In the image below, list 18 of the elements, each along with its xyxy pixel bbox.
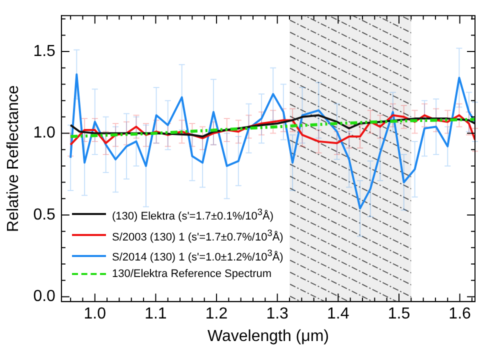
y-tick-label: 1.5 bbox=[33, 42, 56, 60]
line-series bbox=[69, 118, 475, 138]
x-tick-label: 1.4 bbox=[327, 306, 350, 323]
x-tick-label: 1.6 bbox=[448, 306, 472, 323]
x-tick-label: 1.1 bbox=[144, 306, 167, 323]
y-tick-label: 0.0 bbox=[33, 288, 56, 306]
y-axis-title: Relative Reflectance bbox=[5, 85, 22, 232]
legend-label: 130/Elektra Reference Spectrum bbox=[112, 267, 272, 282]
x-tick-label: 1.0 bbox=[84, 306, 106, 323]
x-axis-title: Wavelength (μm) bbox=[207, 328, 329, 345]
legend-label: S/2003 (130) 1 (s'=1.7±0.7%/10$^{3}$Å) bbox=[112, 226, 284, 246]
x-tick-label: 1.5 bbox=[388, 306, 410, 323]
y-tick-label: 0.5 bbox=[33, 206, 56, 224]
x-tick-label: 1.2 bbox=[205, 306, 228, 323]
legend-label: (130) Elektra (s'=1.7±0.1%/10$^{3}$Å) bbox=[112, 206, 274, 225]
legend-label: S/2014 (130) 1 (s'=1.0±1.2%/10$^{3}$Å) bbox=[112, 247, 284, 266]
y-tick-label: 1.0 bbox=[33, 124, 56, 142]
x-tick-label: 1.3 bbox=[266, 306, 289, 323]
